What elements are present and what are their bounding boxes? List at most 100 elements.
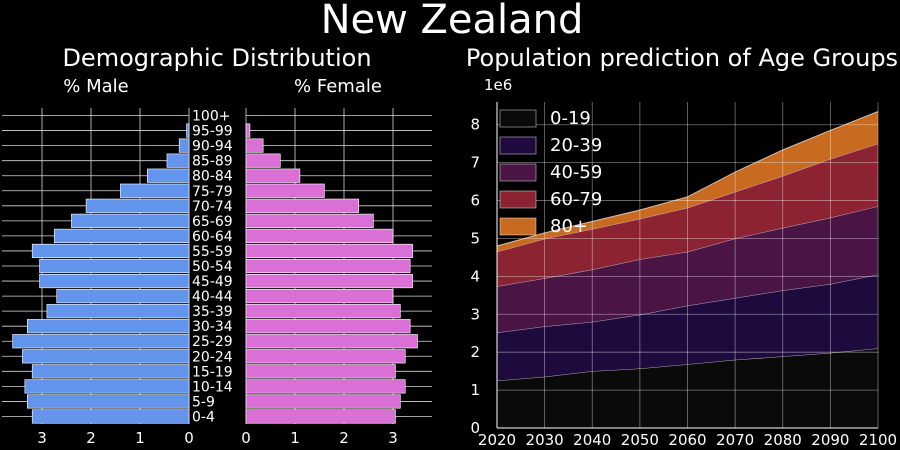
legend-label-20-39: 20-39 bbox=[550, 135, 602, 156]
area-y-tick: 6 bbox=[470, 192, 480, 210]
male-bar-80-84 bbox=[147, 168, 190, 183]
age-label-75-79: 75-79 bbox=[192, 184, 233, 200]
age-label-25-29: 25-29 bbox=[192, 334, 233, 350]
area-y-tick: 7 bbox=[470, 154, 480, 172]
figure-title: New Zealand bbox=[321, 0, 584, 43]
female-bar-55-59 bbox=[245, 243, 413, 259]
age-label-15-19: 15-19 bbox=[192, 364, 233, 380]
age-label-45-49: 45-49 bbox=[192, 274, 233, 290]
female-bar-30-34 bbox=[245, 319, 411, 334]
age-label-0-4: 0-4 bbox=[192, 409, 215, 425]
area-y-tick: 4 bbox=[470, 267, 480, 285]
male-bar-0-4 bbox=[31, 409, 190, 424]
area-x-tick: 2040 bbox=[573, 431, 611, 449]
area-band-40-59 bbox=[497, 206, 878, 333]
female-tick-label: 2 bbox=[339, 429, 349, 447]
female-bar-70-74 bbox=[245, 198, 359, 213]
age-label-30-34: 30-34 bbox=[192, 319, 233, 335]
area-x-tick: 2090 bbox=[811, 431, 849, 449]
female-tick-label: 1 bbox=[290, 429, 300, 447]
female-bar-45-49 bbox=[245, 273, 413, 289]
legend-swatch-80plus bbox=[499, 217, 537, 236]
area-y-tick: 3 bbox=[470, 305, 480, 323]
male-bar-30-34 bbox=[26, 319, 190, 334]
female-bar-95-99 bbox=[245, 123, 251, 138]
legend-label-80plus: 80+ bbox=[550, 216, 588, 237]
area-y-tick: 2 bbox=[470, 343, 480, 361]
age-label-70-74: 70-74 bbox=[192, 199, 233, 215]
male-bar-10-14 bbox=[24, 379, 190, 394]
female-bar-50-54 bbox=[245, 258, 411, 274]
female-bar-40-44 bbox=[245, 289, 394, 304]
female-bar-60-64 bbox=[245, 228, 394, 243]
legend-label-60-79: 60-79 bbox=[550, 189, 602, 210]
area-y-tick: 5 bbox=[470, 229, 480, 247]
area-y-tick: 8 bbox=[470, 116, 480, 134]
male-bar-15-19 bbox=[31, 364, 190, 379]
age-labels: 0-45-910-1415-1920-2425-2930-3435-3940-4… bbox=[192, 109, 233, 426]
male-bar-35-39 bbox=[46, 304, 190, 319]
pyramid-title: Demographic Distribution bbox=[62, 44, 371, 72]
female-bar-75-79 bbox=[245, 183, 325, 198]
legend-label-40-59: 40-59 bbox=[550, 162, 602, 183]
male-bar-5-9 bbox=[26, 394, 190, 409]
age-label-50-54: 50-54 bbox=[192, 259, 233, 275]
age-label-95-99: 95-99 bbox=[192, 124, 233, 140]
female-tick-label: 0 bbox=[241, 429, 251, 447]
age-label-5-9: 5-9 bbox=[192, 394, 215, 410]
area-x-tick: 2080 bbox=[764, 431, 802, 449]
female-bar-85-89 bbox=[245, 153, 281, 168]
male-bar-25-29 bbox=[12, 334, 190, 349]
female-bar-0-4 bbox=[245, 409, 396, 424]
legend-swatch-40-59 bbox=[499, 163, 537, 182]
area-x-tick: 2050 bbox=[621, 431, 659, 449]
legend-label-0-19: 0-19 bbox=[550, 108, 591, 129]
age-label-80-84: 80-84 bbox=[192, 169, 233, 185]
female-bar-15-19 bbox=[245, 364, 396, 379]
female-bar-65-69 bbox=[245, 213, 374, 228]
male-tick-label: 1 bbox=[135, 429, 145, 447]
area-band-0-19 bbox=[497, 348, 878, 428]
female-bar-80-84 bbox=[245, 168, 301, 183]
area-x-tick: 2100 bbox=[859, 431, 897, 449]
area-chart: Population prediction of Age Groups 1e6 … bbox=[466, 44, 898, 449]
age-label-55-59: 55-59 bbox=[192, 244, 233, 260]
area-band-80plus bbox=[497, 111, 878, 252]
legend-swatch-0-19 bbox=[499, 109, 537, 128]
male-ticks: 0 1 2 3 bbox=[37, 429, 194, 447]
area-edge-80plus bbox=[496, 111, 879, 247]
male-bar-65-69 bbox=[71, 213, 190, 228]
age-label-20-24: 20-24 bbox=[192, 349, 233, 365]
area-x-tick: 2070 bbox=[716, 431, 754, 449]
age-label-10-14: 10-14 bbox=[192, 379, 233, 395]
male-bar-70-74 bbox=[85, 198, 190, 213]
male-tick-label: 2 bbox=[86, 429, 96, 447]
male-bar-40-44 bbox=[56, 289, 190, 304]
area-x-tick: 2030 bbox=[526, 431, 564, 449]
male-bar-55-59 bbox=[31, 243, 190, 259]
area-y-tick: 0 bbox=[470, 419, 480, 437]
age-label-60-64: 60-64 bbox=[192, 229, 233, 245]
male-tick-label: 0 bbox=[184, 429, 194, 447]
age-label-40-44: 40-44 bbox=[192, 289, 233, 305]
male-bar-75-79 bbox=[120, 183, 190, 198]
area-x-tick: 2060 bbox=[668, 431, 706, 449]
age-label-35-39: 35-39 bbox=[192, 304, 233, 320]
female-bar-25-29 bbox=[245, 334, 418, 349]
male-bar-85-89 bbox=[166, 153, 190, 168]
female-bars bbox=[245, 123, 418, 424]
female-bar-20-24 bbox=[245, 349, 406, 364]
male-bar-45-49 bbox=[39, 273, 190, 289]
female-ticks: 0 1 2 3 bbox=[241, 429, 398, 447]
age-label-90-94: 90-94 bbox=[192, 139, 233, 155]
pyramid-chart: Demographic Distribution % Male % Female… bbox=[2, 44, 432, 447]
male-bar-20-24 bbox=[22, 349, 190, 364]
area-x-tick: 2020 bbox=[478, 431, 516, 449]
female-bar-35-39 bbox=[245, 304, 401, 319]
area-ticks: 2020 2030 2040 2050 2060 2070 2080 2090 2100 0 1 2 3… bbox=[470, 116, 897, 449]
area-band-20-39 bbox=[497, 274, 878, 381]
y-offset-label: 1e6 bbox=[484, 76, 512, 94]
female-bar-5-9 bbox=[245, 394, 401, 409]
area-y-tick: 1 bbox=[470, 381, 480, 399]
